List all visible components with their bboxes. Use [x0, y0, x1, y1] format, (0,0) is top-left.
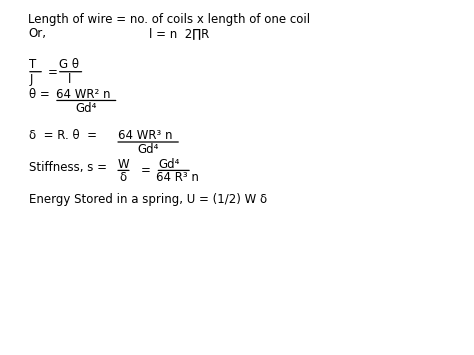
Text: =: =	[141, 164, 151, 177]
Text: Gd⁴: Gd⁴	[75, 102, 96, 115]
Text: l: l	[68, 73, 72, 86]
Text: J: J	[29, 73, 33, 86]
Text: 64 WR³ n: 64 WR³ n	[118, 129, 172, 142]
Text: W: W	[118, 158, 129, 170]
Text: δ: δ	[119, 171, 127, 184]
Text: Energy Stored in a spring, U = (1/2) W δ: Energy Stored in a spring, U = (1/2) W δ	[29, 193, 267, 206]
Text: 64 R³ n: 64 R³ n	[156, 171, 199, 184]
Text: =: =	[47, 66, 57, 78]
Text: Or,: Or,	[28, 27, 46, 40]
Text: Gd⁴: Gd⁴	[137, 143, 159, 156]
Text: l = n  2∏R: l = n 2∏R	[149, 27, 210, 40]
Text: Length of wire = no. of coils x length of one coil: Length of wire = no. of coils x length o…	[28, 13, 310, 26]
Text: 64 WR² n: 64 WR² n	[56, 88, 110, 100]
Text: G θ: G θ	[59, 58, 79, 71]
Text: δ  = R. θ  =: δ = R. θ =	[29, 129, 97, 142]
Text: Gd⁴: Gd⁴	[159, 158, 180, 170]
Text: Stiffness, s =: Stiffness, s =	[29, 161, 108, 174]
Text: θ =: θ =	[29, 88, 50, 100]
Text: T: T	[29, 58, 36, 71]
